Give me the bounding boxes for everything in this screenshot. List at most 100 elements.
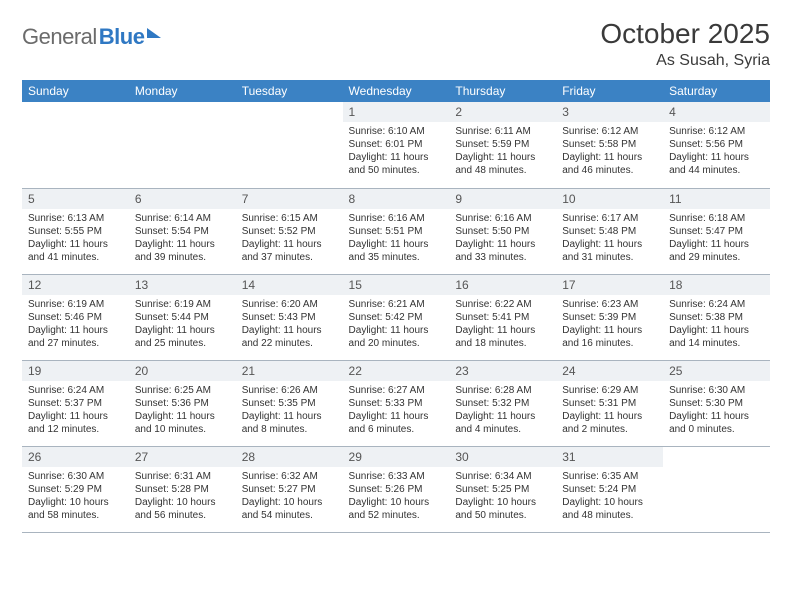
calendar-cell: 12Sunrise: 6:19 AMSunset: 5:46 PMDayligh…: [22, 274, 129, 360]
day-number: [22, 102, 129, 108]
calendar-cell: 28Sunrise: 6:32 AMSunset: 5:27 PMDayligh…: [236, 446, 343, 532]
calendar-cell: 3Sunrise: 6:12 AMSunset: 5:58 PMDaylight…: [556, 102, 663, 188]
day-number: 23: [449, 361, 556, 381]
day-details: Sunrise: 6:25 AMSunset: 5:36 PMDaylight:…: [129, 381, 236, 440]
day-number: 7: [236, 189, 343, 209]
day-number: 26: [22, 447, 129, 467]
day-number: 5: [22, 189, 129, 209]
weekday-header: Tuesday: [236, 80, 343, 102]
calendar-cell: 22Sunrise: 6:27 AMSunset: 5:33 PMDayligh…: [343, 360, 450, 446]
day-number: 1: [343, 102, 450, 122]
day-number: 12: [22, 275, 129, 295]
calendar-cell: 27Sunrise: 6:31 AMSunset: 5:28 PMDayligh…: [129, 446, 236, 532]
calendar-cell: [236, 102, 343, 188]
day-number: 21: [236, 361, 343, 381]
day-number: [663, 447, 770, 453]
day-details: Sunrise: 6:17 AMSunset: 5:48 PMDaylight:…: [556, 209, 663, 268]
header: General Blue October 2025 As Susah, Syri…: [22, 18, 770, 70]
calendar-head: Sunday Monday Tuesday Wednesday Thursday…: [22, 80, 770, 102]
day-number: 24: [556, 361, 663, 381]
day-details: Sunrise: 6:14 AMSunset: 5:54 PMDaylight:…: [129, 209, 236, 268]
location: As Susah, Syria: [600, 52, 770, 70]
calendar-row: 19Sunrise: 6:24 AMSunset: 5:37 PMDayligh…: [22, 360, 770, 446]
calendar-cell: 7Sunrise: 6:15 AMSunset: 5:52 PMDaylight…: [236, 188, 343, 274]
calendar-cell: 29Sunrise: 6:33 AMSunset: 5:26 PMDayligh…: [343, 446, 450, 532]
day-number: 17: [556, 275, 663, 295]
day-details: Sunrise: 6:26 AMSunset: 5:35 PMDaylight:…: [236, 381, 343, 440]
day-details: Sunrise: 6:19 AMSunset: 5:46 PMDaylight:…: [22, 295, 129, 354]
day-details: Sunrise: 6:18 AMSunset: 5:47 PMDaylight:…: [663, 209, 770, 268]
day-number: 27: [129, 447, 236, 467]
day-number: 6: [129, 189, 236, 209]
calendar-cell: 5Sunrise: 6:13 AMSunset: 5:55 PMDaylight…: [22, 188, 129, 274]
day-number: 31: [556, 447, 663, 467]
calendar-cell: 23Sunrise: 6:28 AMSunset: 5:32 PMDayligh…: [449, 360, 556, 446]
day-details: Sunrise: 6:33 AMSunset: 5:26 PMDaylight:…: [343, 467, 450, 526]
calendar-cell: 21Sunrise: 6:26 AMSunset: 5:35 PMDayligh…: [236, 360, 343, 446]
calendar-cell: 25Sunrise: 6:30 AMSunset: 5:30 PMDayligh…: [663, 360, 770, 446]
calendar-cell: 2Sunrise: 6:11 AMSunset: 5:59 PMDaylight…: [449, 102, 556, 188]
day-details: Sunrise: 6:16 AMSunset: 5:50 PMDaylight:…: [449, 209, 556, 268]
calendar-cell: 8Sunrise: 6:16 AMSunset: 5:51 PMDaylight…: [343, 188, 450, 274]
logo-triangle-icon: [147, 28, 161, 38]
day-number: 29: [343, 447, 450, 467]
day-number: 19: [22, 361, 129, 381]
calendar-table: Sunday Monday Tuesday Wednesday Thursday…: [22, 80, 770, 533]
day-details: Sunrise: 6:15 AMSunset: 5:52 PMDaylight:…: [236, 209, 343, 268]
day-number: 15: [343, 275, 450, 295]
title-block: October 2025 As Susah, Syria: [600, 18, 770, 70]
calendar-cell: 11Sunrise: 6:18 AMSunset: 5:47 PMDayligh…: [663, 188, 770, 274]
day-details: Sunrise: 6:11 AMSunset: 5:59 PMDaylight:…: [449, 122, 556, 181]
calendar-cell: 20Sunrise: 6:25 AMSunset: 5:36 PMDayligh…: [129, 360, 236, 446]
day-details: Sunrise: 6:20 AMSunset: 5:43 PMDaylight:…: [236, 295, 343, 354]
calendar-cell: 13Sunrise: 6:19 AMSunset: 5:44 PMDayligh…: [129, 274, 236, 360]
calendar-row: 26Sunrise: 6:30 AMSunset: 5:29 PMDayligh…: [22, 446, 770, 532]
day-number: 22: [343, 361, 450, 381]
calendar-cell: 16Sunrise: 6:22 AMSunset: 5:41 PMDayligh…: [449, 274, 556, 360]
day-number: 3: [556, 102, 663, 122]
day-number: [129, 102, 236, 108]
day-number: 18: [663, 275, 770, 295]
weekday-header: Wednesday: [343, 80, 450, 102]
calendar-cell: 10Sunrise: 6:17 AMSunset: 5:48 PMDayligh…: [556, 188, 663, 274]
day-details: Sunrise: 6:30 AMSunset: 5:30 PMDaylight:…: [663, 381, 770, 440]
day-details: Sunrise: 6:32 AMSunset: 5:27 PMDaylight:…: [236, 467, 343, 526]
day-details: Sunrise: 6:29 AMSunset: 5:31 PMDaylight:…: [556, 381, 663, 440]
day-details: Sunrise: 6:19 AMSunset: 5:44 PMDaylight:…: [129, 295, 236, 354]
calendar-cell: [22, 102, 129, 188]
day-number: 13: [129, 275, 236, 295]
weekday-header: Thursday: [449, 80, 556, 102]
day-details: Sunrise: 6:31 AMSunset: 5:28 PMDaylight:…: [129, 467, 236, 526]
day-number: 4: [663, 102, 770, 122]
day-number: 10: [556, 189, 663, 209]
calendar-cell: 31Sunrise: 6:35 AMSunset: 5:24 PMDayligh…: [556, 446, 663, 532]
day-details: Sunrise: 6:35 AMSunset: 5:24 PMDaylight:…: [556, 467, 663, 526]
calendar-cell: 17Sunrise: 6:23 AMSunset: 5:39 PMDayligh…: [556, 274, 663, 360]
logo-text-2: Blue: [99, 24, 145, 50]
calendar-cell: 6Sunrise: 6:14 AMSunset: 5:54 PMDaylight…: [129, 188, 236, 274]
calendar-cell: 30Sunrise: 6:34 AMSunset: 5:25 PMDayligh…: [449, 446, 556, 532]
calendar-cell: 19Sunrise: 6:24 AMSunset: 5:37 PMDayligh…: [22, 360, 129, 446]
day-details: Sunrise: 6:16 AMSunset: 5:51 PMDaylight:…: [343, 209, 450, 268]
logo-text-1: General: [22, 24, 97, 50]
day-details: Sunrise: 6:21 AMSunset: 5:42 PMDaylight:…: [343, 295, 450, 354]
calendar-cell: [663, 446, 770, 532]
calendar-row: 12Sunrise: 6:19 AMSunset: 5:46 PMDayligh…: [22, 274, 770, 360]
day-details: Sunrise: 6:13 AMSunset: 5:55 PMDaylight:…: [22, 209, 129, 268]
day-number: 28: [236, 447, 343, 467]
calendar-cell: [129, 102, 236, 188]
logo: General Blue: [22, 18, 161, 50]
day-details: Sunrise: 6:28 AMSunset: 5:32 PMDaylight:…: [449, 381, 556, 440]
calendar-cell: 14Sunrise: 6:20 AMSunset: 5:43 PMDayligh…: [236, 274, 343, 360]
weekday-header: Friday: [556, 80, 663, 102]
day-details: Sunrise: 6:12 AMSunset: 5:58 PMDaylight:…: [556, 122, 663, 181]
calendar-body: 1Sunrise: 6:10 AMSunset: 6:01 PMDaylight…: [22, 102, 770, 532]
calendar-cell: 15Sunrise: 6:21 AMSunset: 5:42 PMDayligh…: [343, 274, 450, 360]
weekday-header: Saturday: [663, 80, 770, 102]
calendar-cell: 26Sunrise: 6:30 AMSunset: 5:29 PMDayligh…: [22, 446, 129, 532]
day-details: Sunrise: 6:22 AMSunset: 5:41 PMDaylight:…: [449, 295, 556, 354]
day-number: 2: [449, 102, 556, 122]
day-details: Sunrise: 6:24 AMSunset: 5:38 PMDaylight:…: [663, 295, 770, 354]
calendar-cell: 18Sunrise: 6:24 AMSunset: 5:38 PMDayligh…: [663, 274, 770, 360]
day-number: [236, 102, 343, 108]
